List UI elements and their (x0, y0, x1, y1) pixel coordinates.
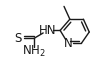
Text: NH$_2$: NH$_2$ (22, 44, 46, 59)
Text: HN: HN (39, 24, 56, 37)
Text: N: N (64, 37, 72, 50)
Text: S: S (15, 32, 22, 45)
